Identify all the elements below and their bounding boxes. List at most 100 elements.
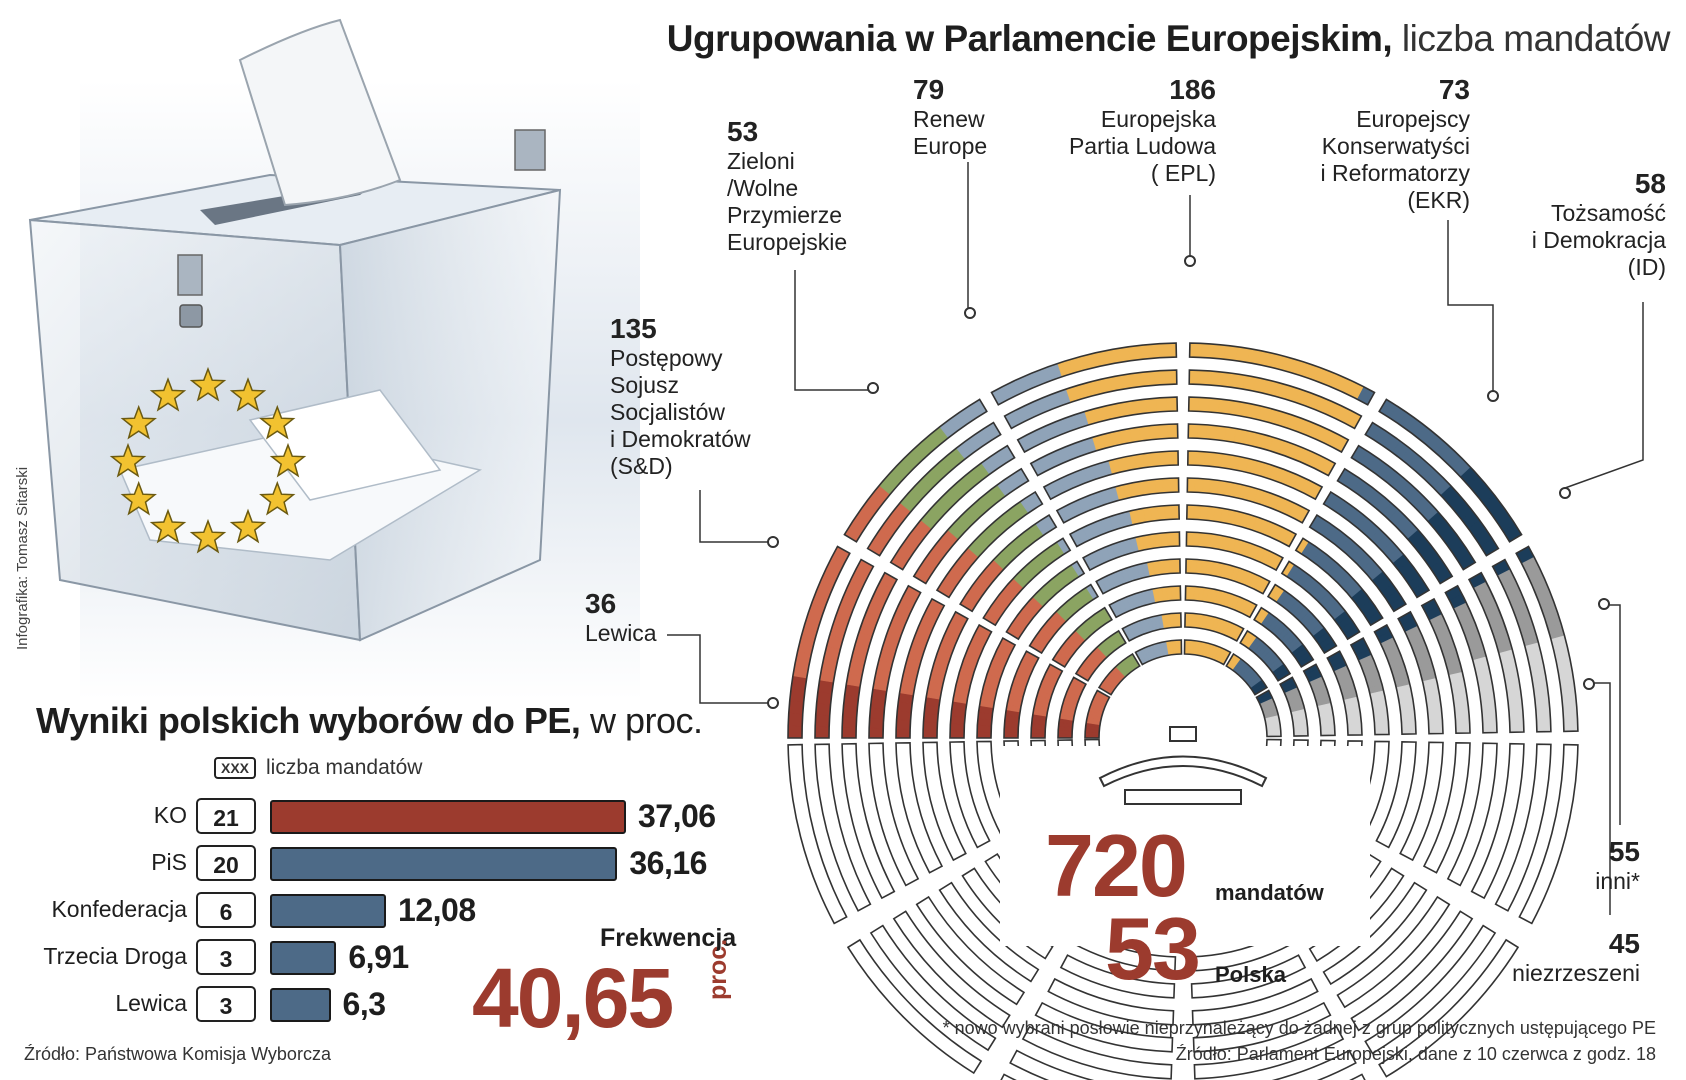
seat-segment: [789, 687, 806, 703]
seat-row-outline: [1279, 676, 1309, 737]
empty-seat-row: [1192, 1001, 1332, 1053]
seat-segment: [1374, 727, 1390, 735]
seat-row-outline: [1467, 571, 1525, 734]
seat-segment: [1170, 477, 1180, 493]
seat-segment: [787, 712, 804, 727]
seat-row-outline: [1016, 396, 1179, 454]
seat-segment: [1187, 450, 1198, 466]
seat-segment: [895, 719, 911, 730]
seat-segment: [1199, 370, 1213, 386]
ballot-paper: [238, 18, 402, 207]
empty-seat-row: [1047, 977, 1175, 1026]
empty-seat-row: [895, 741, 944, 874]
empty-seat-row: [869, 924, 997, 1052]
poll-row: Lewica 3 6,3: [0, 986, 760, 1026]
poll-bar: [270, 941, 337, 975]
eu-star-icon: [259, 480, 296, 516]
seat-segment: [1151, 451, 1162, 467]
source-right: Źródło: Parlament Europejski, dane z 10 …: [1175, 1044, 1656, 1064]
seat-segment: [1200, 343, 1215, 359]
label-ekr: 73 Europejscy Konserwatyści i Reformatorzy…: [1320, 74, 1470, 213]
turnout-unit: proc.: [704, 938, 732, 1000]
seat-segment: [1154, 478, 1165, 494]
seat-segment: [1401, 726, 1417, 735]
seat-row-outline: [1515, 545, 1579, 733]
seat-segment: [1188, 369, 1202, 385]
seat-segment: [1212, 343, 1227, 360]
seat-segment: [1135, 398, 1148, 415]
seat-segment: [1224, 344, 1239, 362]
seat-segment: [1172, 531, 1180, 547]
seat-segment: [1427, 717, 1444, 727]
seat-row-outline: [1108, 585, 1182, 619]
seat-segment: [816, 691, 833, 705]
seat-segment: [1145, 397, 1158, 414]
hemicycle-center-desks: [1098, 726, 1268, 805]
label-renew: 79 Renew Europe: [913, 74, 988, 159]
seat-row-outline: [1186, 477, 1311, 524]
seat-segment: [1189, 342, 1203, 358]
turnout-label: Frekwencja: [600, 924, 737, 952]
seat-row-outline: [1349, 637, 1390, 736]
seat-row-outline: [1184, 585, 1258, 619]
dot-lewica: [767, 697, 779, 709]
empty-seat-row: [1349, 1073, 1366, 1080]
empty-seat-row: [1375, 740, 1417, 849]
seat-segment: [1138, 425, 1151, 442]
poll-title-light: w proc.: [589, 700, 703, 741]
dot-epl: [1184, 255, 1196, 267]
empty-seat-row: [1399, 741, 1444, 862]
seat-segment: [1347, 723, 1363, 731]
seat-row-outline: [1055, 477, 1180, 524]
poll-party-name: Konfederacja: [51, 896, 187, 922]
empty-seat-row: [1494, 743, 1552, 912]
poland-seats: 53: [1105, 899, 1201, 998]
seat-row-outline: [843, 398, 988, 543]
eu-star-icon: [189, 366, 227, 402]
leader-ekr: [1447, 220, 1494, 395]
seat-row-outline: [1322, 490, 1431, 599]
hinge-left: [177, 254, 203, 296]
seat-row-outline: [990, 342, 1178, 406]
seat-segment: [1171, 504, 1180, 520]
seat-row-outline: [1373, 623, 1417, 736]
seat-row-outline: [1302, 663, 1336, 737]
empty-seat-row: [1518, 743, 1579, 925]
dot-inni: [1598, 598, 1610, 610]
eu-star-icon: [269, 442, 307, 478]
seat-segment: [1481, 713, 1497, 724]
poll-seat-count: 3: [196, 986, 256, 1022]
seat-segment: [1400, 719, 1417, 728]
seat-segment: [869, 707, 885, 720]
poll-party-name: Trzecia Droga: [43, 943, 187, 969]
empty-seat-row: [1193, 1025, 1345, 1080]
padlock-icon: [179, 304, 203, 328]
empty-seat-row: [1322, 881, 1428, 986]
seat-segment: [1168, 450, 1179, 466]
seat-segment: [1534, 697, 1551, 711]
seat-segment: [1186, 531, 1194, 547]
seat-row-outline: [1364, 421, 1500, 557]
seat-segment: [842, 705, 858, 718]
poll-party-name: Lewica: [115, 990, 187, 1016]
seat-segment: [1562, 706, 1578, 721]
seat-segment: [976, 731, 992, 739]
empty-seat-row: [841, 742, 896, 900]
seat-row-outline: [1003, 369, 1178, 430]
seat-segment: [788, 700, 805, 715]
poll-row: Trzecia Droga 3 6,91: [0, 939, 760, 979]
seat-row-outline: [1188, 369, 1363, 430]
seat-segment: [868, 727, 884, 739]
empty-seat-row: [922, 741, 967, 862]
seat-row-outline: [1042, 450, 1180, 501]
seat-row-outline: [922, 610, 969, 739]
empty-seat-row: [892, 910, 1011, 1029]
seat-segment: [1210, 370, 1224, 387]
seat-row-outline: [1029, 423, 1179, 477]
seat-segment: [1198, 397, 1211, 413]
seat-row-outline: [1068, 504, 1181, 548]
seat-segment: [1508, 710, 1524, 723]
empty-seat-row: [1350, 910, 1474, 1032]
seat-segment: [814, 726, 830, 739]
poll-party-name: PiS: [151, 849, 187, 875]
